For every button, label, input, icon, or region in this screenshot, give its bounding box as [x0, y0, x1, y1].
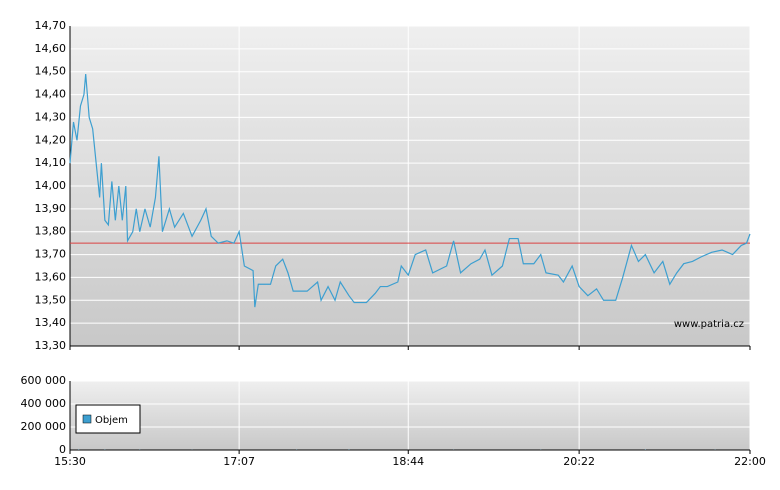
y-tick-label: 400 000	[21, 397, 67, 410]
legend-label: Objem	[95, 415, 128, 426]
x-tick-label: 22:00	[734, 455, 766, 468]
y-tick-label: 14,00	[35, 179, 67, 192]
y-tick-label: 13,50	[35, 293, 67, 306]
y-tick-label: 14,70	[35, 19, 67, 32]
legend-box	[75, 404, 141, 434]
y-tick-label: 600 000	[21, 374, 67, 387]
price-line	[69, 73, 751, 308]
y-tick-label: 14,40	[35, 88, 67, 101]
x-tick-label: 18:44	[392, 455, 424, 468]
y-tick-label: 13,70	[35, 248, 67, 261]
y-tick-label: 13,80	[35, 225, 67, 238]
y-tick-label: 200 000	[21, 420, 67, 433]
y-tick-label: 14,20	[35, 133, 67, 146]
y-tick-label: 14,10	[35, 156, 67, 169]
y-tick-label: 13,30	[35, 339, 67, 352]
y-tick-label: 13,60	[35, 270, 67, 283]
x-tick-label: 17:07	[223, 455, 255, 468]
plot-background	[70, 381, 750, 450]
y-tick-label: 0	[59, 443, 66, 456]
y-tick-label: 14,30	[35, 110, 67, 123]
x-tick-label: 20:22	[563, 455, 595, 468]
y-tick-label: 14,60	[35, 42, 67, 55]
y-tick-label: 14,50	[35, 65, 67, 78]
x-tick-label: 15:30	[54, 455, 86, 468]
legend-swatch	[82, 414, 92, 424]
watermark: www.patria.cz	[674, 319, 744, 330]
y-tick-label: 13,90	[35, 202, 67, 215]
y-tick-label: 13,40	[35, 316, 67, 329]
